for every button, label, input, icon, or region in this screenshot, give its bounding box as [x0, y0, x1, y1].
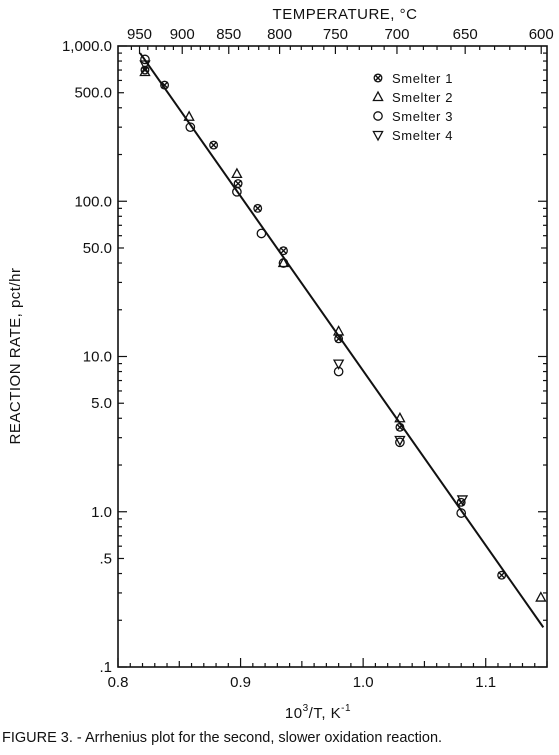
data-point-smelter-2 [231, 167, 243, 179]
data-point-smelter-2 [332, 325, 345, 336]
x-tick-label: 0.8 [108, 674, 129, 691]
top-tick-label: 950 [127, 26, 152, 43]
top-tick-label: 600 [529, 26, 554, 43]
plot-frame [117, 45, 548, 668]
data-point-smelter-4 [139, 60, 151, 71]
y-tick-label: .1 [99, 659, 112, 676]
top-tick-label: 800 [267, 26, 292, 43]
data-point-smelter-1 [233, 179, 243, 189]
data-point-smelter-4 [332, 359, 345, 370]
x-axis-title-sup-2: -1 [341, 703, 351, 714]
y-axis-title: REACTION RATE, pct/hr [7, 268, 24, 445]
legend-marker-smelter-3 [373, 111, 383, 121]
legend: Smelter 1 Smelter 2 Smelter 3 Smelter 4 [372, 71, 453, 143]
x-axis-title: 103/T, K-1 [285, 703, 351, 722]
y-tick-label: .5 [99, 550, 112, 567]
top-tick-label: 900 [170, 26, 195, 43]
top-axis-ticks: 950 900 850 800 750 700 650 600 [127, 26, 554, 54]
top-tick-label: 750 [323, 26, 348, 43]
top-tick-label: 850 [216, 26, 241, 43]
x-axis-title-unit: /T, K [309, 705, 342, 722]
data-point-smelter-2 [394, 411, 406, 423]
data-point-smelter-1 [279, 246, 288, 256]
y-tick-label: 500.0 [74, 85, 112, 102]
data-point-smelter-3 [140, 54, 150, 65]
figure-caption: FIGURE 3. - Arrhenius plot for the secon… [2, 730, 443, 746]
y-tick-label: 50.0 [83, 240, 112, 257]
y-tick-label: 10.0 [83, 349, 112, 366]
data-point-smelter-1 [253, 203, 263, 213]
data-point-smelter-3 [232, 186, 242, 197]
y-axis-ticks: .1 .5 1.0 5.0 10.0 50.0 100.0 500.0 1,000.0 [62, 38, 547, 676]
data-point-smelter-3 [278, 258, 289, 268]
data-point-smelter-4 [456, 495, 469, 506]
y-tick-label: 100.0 [74, 193, 112, 210]
y-tick-label: 5.0 [91, 395, 112, 412]
data-point-smelter-3 [456, 508, 467, 518]
top-axis-title: TEMPERATURE, °C [273, 6, 418, 23]
top-tick-label: 650 [453, 26, 478, 43]
x-axis-title-base: 10 [285, 705, 303, 722]
data-point-smelter-3 [185, 122, 196, 133]
x-tick-label: 0.9 [230, 674, 251, 691]
top-tick-label: 700 [384, 26, 409, 43]
data-point-smelter-2 [277, 256, 290, 268]
legend-label: Smelter 4 [392, 128, 453, 143]
data-point-smelter-2 [183, 110, 195, 121]
x-tick-label: 1.0 [353, 674, 374, 691]
x-tick-label: 1.1 [475, 674, 496, 691]
y-tick-label: 1.0 [91, 504, 112, 521]
data-markers [139, 54, 547, 602]
data-point-smelter-3 [395, 437, 405, 448]
legend-label: Smelter 1 [392, 71, 453, 86]
legend-label: Smelter 3 [392, 109, 453, 124]
data-point-smelter-1 [395, 422, 405, 432]
y-tick-label: 1,000.0 [62, 38, 112, 55]
data-point-smelter-1 [209, 140, 219, 150]
legend-marker-smelter-2 [372, 90, 384, 102]
x-axis-ticks: 0.8 0.9 1.0 1.1 [108, 658, 548, 691]
data-point-smelter-1 [160, 80, 170, 90]
data-point-smelter-2 [139, 65, 151, 77]
data-point-smelter-4 [394, 435, 406, 447]
data-point-smelter-2 [535, 591, 547, 602]
data-point-smelter-3 [256, 228, 267, 239]
legend-label: Smelter 2 [392, 90, 453, 105]
data-point-smelter-1 [497, 570, 507, 580]
legend-marker-smelter-1 [373, 73, 383, 83]
legend-marker-smelter-4 [372, 130, 384, 142]
x-axis-title-sup: 3 [303, 703, 309, 714]
